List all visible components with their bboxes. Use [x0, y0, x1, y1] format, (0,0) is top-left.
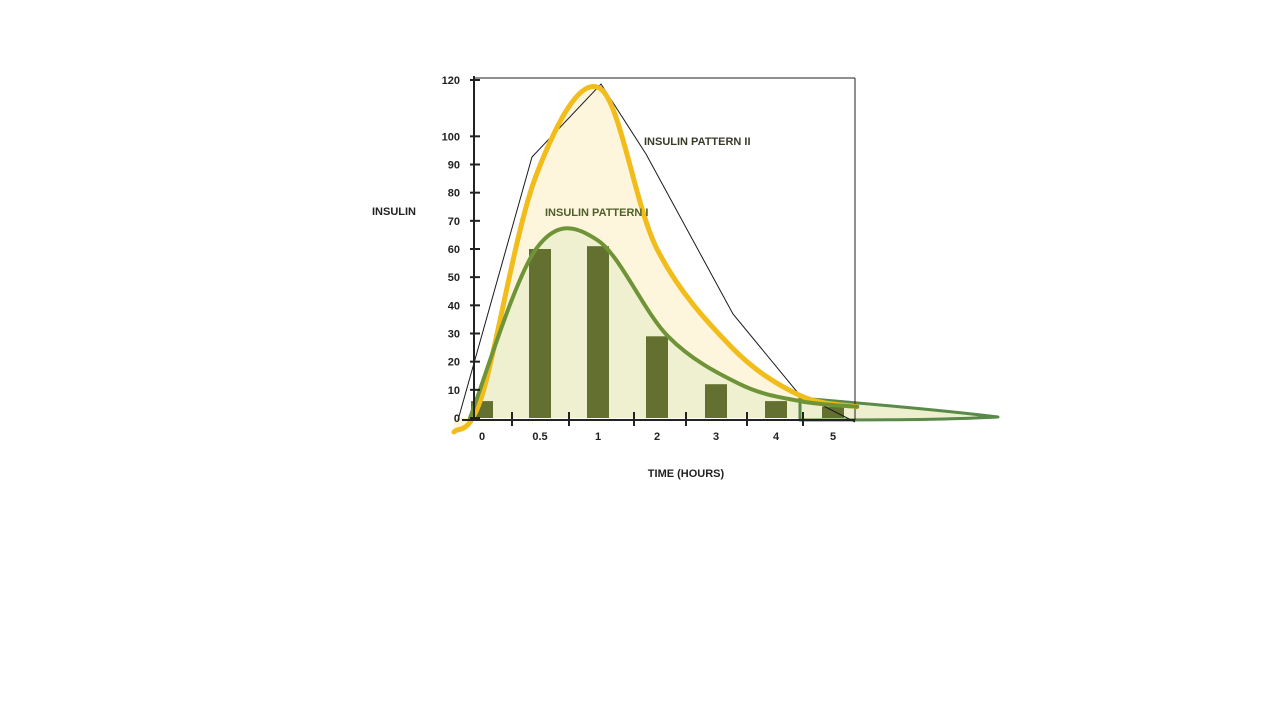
series-label-insulin-pattern-ii: INSULIN PATTERN II	[644, 136, 751, 148]
y-tick-label: 0	[454, 413, 460, 425]
y-tick-label: 40	[448, 300, 460, 312]
y-axis-label: INSULIN	[372, 206, 416, 218]
y-tick-label: 30	[448, 329, 460, 341]
x-ticks: 0 0.5 1 2 3 4 5	[479, 412, 836, 443]
x-axis-label: TIME (HOURS)	[648, 468, 725, 480]
bar-0.5	[529, 249, 551, 418]
y-tick-label: 50	[448, 272, 460, 284]
bars	[471, 246, 844, 418]
y-tick-label: 90	[448, 160, 460, 172]
series-label-insulin-pattern-i: INSULIN PATTERN I	[545, 207, 648, 219]
x-tick-label: 4	[773, 431, 780, 443]
y-tick-label: 60	[448, 244, 460, 256]
y-ticks: 0 10 20 30 40 50 60 70 80 90 100 120	[442, 75, 480, 425]
x-tick-label: 3	[713, 431, 719, 443]
bar-1	[587, 246, 609, 418]
bar-3	[705, 384, 727, 418]
x-tick-label: 0.5	[532, 431, 547, 443]
x-tick-label: 5	[830, 431, 836, 443]
y-tick-label: 10	[448, 385, 460, 397]
bar-5	[822, 406, 844, 418]
insulin-pattern-i-curve	[468, 226, 859, 420]
x-tick-label: 1	[595, 431, 601, 443]
y-tick-label: 100	[442, 131, 460, 143]
y-tick-label: 20	[448, 357, 460, 369]
bar-2	[646, 336, 668, 418]
x-tick-label: 2	[654, 431, 660, 443]
x-tick-label: 0	[479, 431, 485, 443]
y-tick-label: 80	[448, 188, 460, 200]
y-tick-label: 70	[448, 216, 460, 228]
insulin-pattern-i-area	[470, 228, 857, 418]
y-tick-label: 120	[442, 75, 460, 87]
bar-4	[765, 401, 787, 418]
